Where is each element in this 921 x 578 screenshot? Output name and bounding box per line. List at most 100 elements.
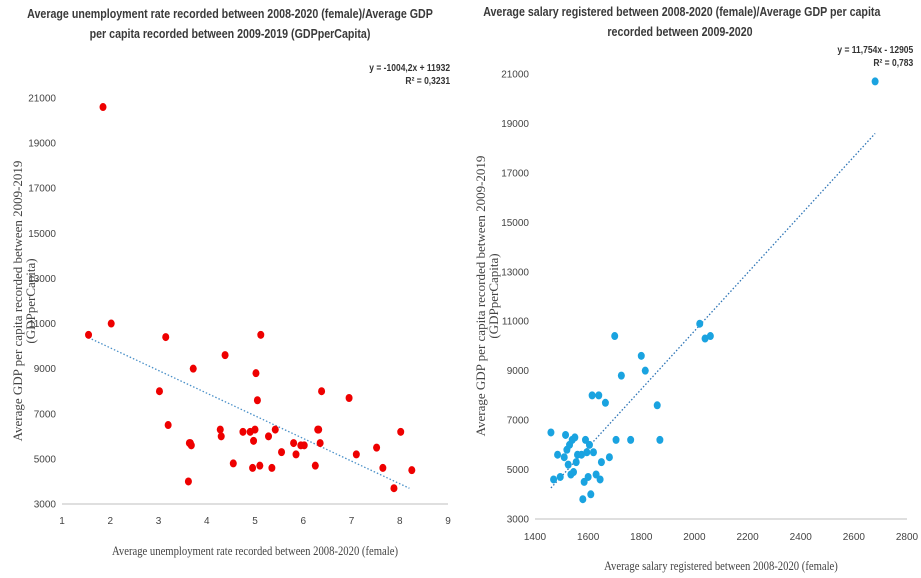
data-point [165,421,172,429]
data-point [85,331,92,339]
data-point [408,466,415,474]
data-point [379,464,386,472]
data-point [656,436,663,444]
y-axis-label: (GDPperCapita) [23,258,38,343]
data-point [318,387,325,395]
y-tick-label: 15000 [501,218,529,229]
data-point [589,391,596,399]
data-point [265,432,272,440]
data-point [317,439,324,447]
y-tick-label: 5000 [34,454,57,465]
data-point [872,77,879,85]
x-tick-label: 1800 [630,532,653,543]
y-tick-label: 9000 [34,364,57,375]
data-point [346,394,353,402]
data-point [312,462,319,470]
right-chart-panel: Average salary registered between 2008-2… [460,0,921,578]
data-point [222,351,229,359]
data-point [554,451,561,459]
data-point [250,437,257,445]
x-tick-label: 1400 [524,532,547,543]
y-tick-label: 21000 [501,70,529,81]
data-point [571,433,578,441]
data-point [590,448,597,456]
data-point [218,432,225,440]
data-point [595,391,602,399]
data-point [373,444,380,452]
x-axis-label: Average salary registered between 2008-2… [604,558,838,573]
data-point [611,332,618,340]
x-tick-label: 2800 [896,532,919,543]
data-point [272,426,279,434]
y-tick-label: 3000 [507,515,530,526]
data-point [606,453,613,461]
data-point [162,333,169,341]
scatter-plot-left: 1 2 3 4 5 6 7 8 9 3000 5000 7000 9000 11000 13000 15000… [0,0,460,578]
data-point [190,365,197,373]
x-tick-label: 2200 [736,532,759,543]
data-point [390,484,397,492]
data-point [252,426,259,434]
y-tick-label: 3000 [34,500,57,511]
data-point [579,495,586,503]
data-point [268,464,275,472]
x-tick-label: 8 [397,516,403,527]
x-tick-label: 2000 [683,532,706,543]
data-point [254,396,261,404]
y-tick-label: 19000 [501,119,529,130]
y-tick-label: 5000 [507,465,530,476]
y-tick-label: 7000 [507,416,530,427]
data-point [293,450,300,458]
data-point [397,428,404,436]
x-tick-label: 9 [445,516,451,527]
data-point [586,441,593,449]
x-tick-label: 1600 [577,532,600,543]
data-point [562,431,569,439]
data-point [239,428,246,436]
x-tick-label: 4 [204,516,210,527]
data-point [585,473,592,481]
x-tick-label: 2400 [790,532,813,543]
y-tick-label: 13000 [501,267,529,278]
data-point [252,369,259,377]
left-chart-panel: Average unemployment rate recorded betwe… [0,0,460,578]
data-point [256,462,263,470]
data-point [642,367,649,375]
data-point [353,450,360,458]
data-point [627,436,634,444]
y-tick-label: 15000 [28,229,56,240]
data-point [618,372,625,380]
data-point [583,448,590,456]
y-tick-label: 7000 [34,409,57,420]
y-tick-label: 9000 [507,366,530,377]
data-point [547,428,554,436]
data-point [573,458,580,466]
data-point [598,458,605,466]
data-point [696,320,703,328]
data-point [249,464,256,472]
y-tick-label: 19000 [28,139,56,150]
data-point [301,441,308,449]
data-point [638,352,645,360]
trend-line [551,133,875,488]
data-point [230,459,237,467]
data-point [278,448,285,456]
data-point [185,477,192,485]
data-point [654,401,661,409]
data-point [597,475,604,483]
data-point [156,387,163,395]
data-point [602,399,609,407]
x-tick-label: 6 [300,516,306,527]
x-tick-label: 2 [107,516,113,527]
data-point [707,332,714,340]
y-tick-label: 11000 [502,317,530,328]
data-point [557,473,564,481]
data-point [217,426,224,434]
data-point [613,436,620,444]
data-point [570,468,577,476]
x-tick-label: 7 [349,516,355,527]
data-point [315,426,322,434]
data-point [188,441,195,449]
y-tick-label: 17000 [28,184,56,195]
data-point [565,461,572,469]
